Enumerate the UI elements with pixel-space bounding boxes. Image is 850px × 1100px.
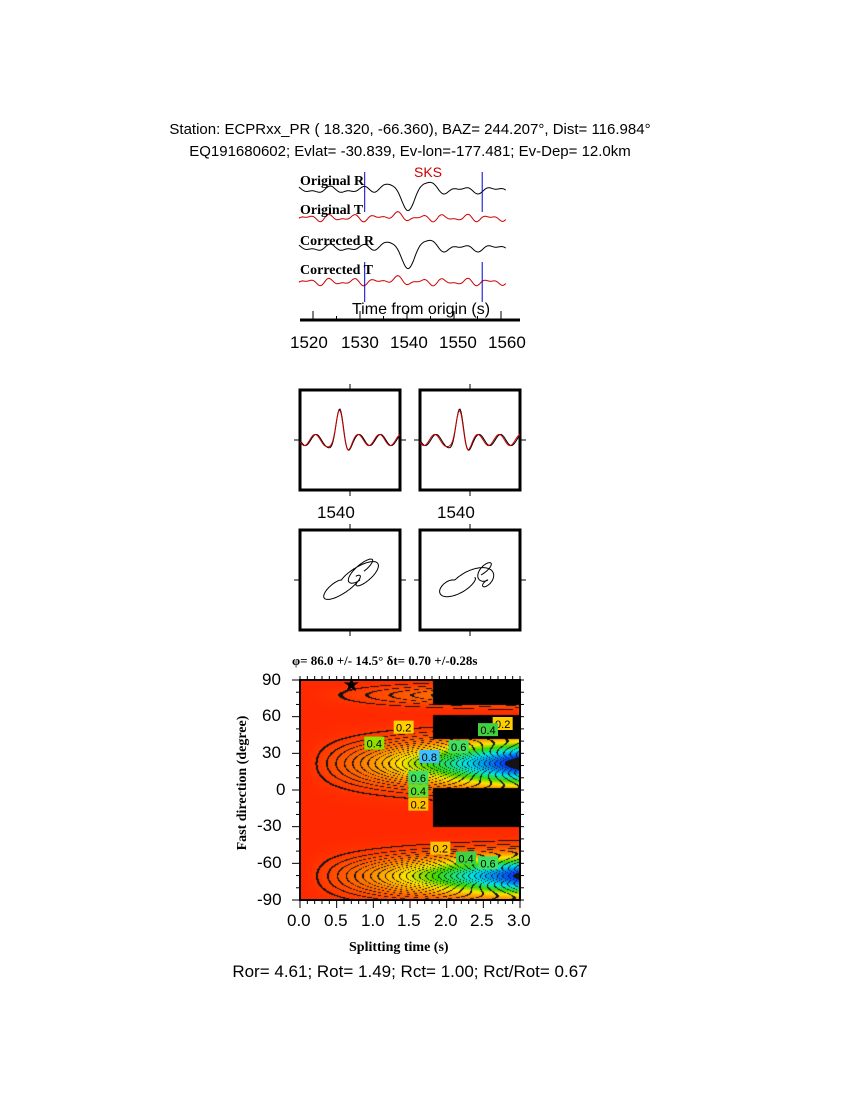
contour-label: 0.6: [478, 856, 498, 870]
x-axis-label: Splitting time (s): [349, 940, 449, 955]
best-fit-star: [343, 676, 359, 692]
contour-label: 0.4: [456, 851, 476, 865]
original-r-trace: [298, 181, 506, 212]
contour-label: 0.6: [408, 770, 429, 785]
contour-label-bg: [478, 723, 498, 737]
phase-label: SKS: [414, 164, 443, 180]
trace-label-original-r: Original R: [300, 174, 365, 189]
y-tick: 30: [262, 743, 281, 762]
original-t-trace: [298, 211, 507, 223]
contour-label-bg: [393, 720, 414, 734]
x-tick: 2.5: [470, 911, 494, 930]
particle-tick-right: 1540: [437, 503, 475, 522]
contour-label-text: 0.2: [396, 723, 411, 735]
contour-label-bg: [456, 851, 476, 865]
time-tick: 1540: [390, 333, 428, 352]
contour-label-text: 0.6: [411, 773, 426, 785]
contour-label: 0.2: [408, 797, 429, 812]
y-axis-label: Fast direction (degree): [235, 715, 250, 851]
contour-label-bg: [364, 736, 385, 750]
trace-label-corrected-t: Corrected T: [300, 263, 373, 278]
y-tick: -60: [257, 853, 282, 872]
x-tick: 3.0: [507, 911, 531, 930]
contour-label-bg: [448, 740, 469, 754]
time-tick: 1560: [488, 333, 526, 352]
contour-label-bg: [408, 797, 429, 811]
fast-component: [419, 408, 521, 451]
corrected-t-trace: [298, 275, 507, 287]
contour-label-text: 0.2: [433, 844, 448, 856]
time-axis-label: Time from origin (s): [352, 301, 491, 318]
contour-label-text: 0.4: [367, 739, 382, 751]
time-tick: 1520: [290, 333, 328, 352]
contour-label: 0.4: [364, 736, 385, 751]
event-info: EQ191680602; Evlat= -30.839, Ev-lon=-177…: [189, 143, 631, 160]
contour-label-bg: [408, 770, 429, 784]
contour-label-text: 0.2: [411, 800, 426, 812]
contour-label: 0.2: [430, 841, 451, 856]
contour-label: 0.2: [393, 720, 414, 735]
particle-tick-left: 1540: [317, 503, 355, 522]
contour-label-bg: [478, 856, 498, 870]
particle-motion: [323, 558, 379, 600]
contour-label-text: 0.2: [495, 719, 510, 731]
y-tick: 0: [276, 780, 286, 799]
particle-motion: [439, 562, 495, 598]
station-info: Station: ECPRxx_PR ( 18.320, -66.360), B…: [169, 121, 651, 138]
ratio-summary: Ror= 4.61; Rot= 1.49; Rct= 1.00; Rct/Rot…: [232, 962, 588, 981]
map-title: φ= 86.0 +/- 14.5° δt= 0.70 +/-0.28s: [292, 653, 478, 668]
trace-label-original-t: Original T: [300, 203, 364, 218]
y-tick: 90: [262, 670, 281, 689]
contour-label: 0.4: [408, 784, 429, 798]
y-tick: -90: [257, 890, 282, 909]
x-tick: 0.0: [287, 911, 311, 930]
x-tick: 0.5: [324, 911, 348, 930]
x-tick: 2.0: [434, 911, 458, 930]
y-tick: -30: [257, 816, 282, 835]
contour-label: 0.8: [419, 750, 440, 764]
y-tick: 60: [262, 706, 281, 725]
contour-label-text: 0.8: [422, 752, 437, 764]
contour-label-bg: [430, 841, 451, 855]
contour-label-bg: [419, 750, 440, 763]
contour-label-bg: [408, 784, 429, 798]
contour-label-text: 0.4: [480, 725, 495, 737]
contour-label-text: 0.4: [458, 853, 473, 865]
contour-label-text: 0.4: [411, 786, 426, 798]
time-tick: 1550: [439, 333, 477, 352]
time-tick: 1530: [341, 333, 379, 352]
contour-label-text: 0.6: [480, 858, 495, 870]
contour-label: 0.4: [478, 723, 498, 737]
trace-label-corrected-r: Corrected R: [300, 234, 374, 249]
contour-label-text: 0.6: [451, 742, 466, 754]
slow-component: [299, 409, 401, 451]
x-tick: 1.0: [361, 911, 385, 930]
corrected-r-trace: [298, 239, 506, 270]
slow-component: [419, 410, 521, 451]
x-tick: 1.5: [397, 911, 421, 930]
contour-label: 0.6: [448, 740, 469, 754]
